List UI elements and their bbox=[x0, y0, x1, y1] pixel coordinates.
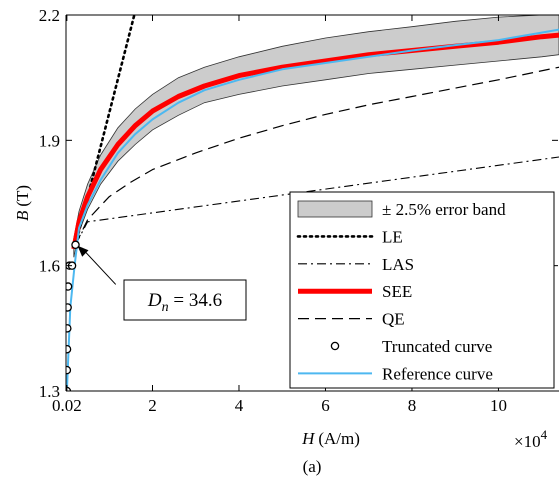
legend-label: SEE bbox=[382, 282, 412, 301]
x-tick-label: 4 bbox=[235, 396, 244, 415]
legend-label: QE bbox=[382, 310, 405, 329]
series-see bbox=[71, 32, 559, 250]
series-las bbox=[75, 156, 559, 246]
truncated-marker bbox=[71, 240, 80, 250]
truncated-marker bbox=[66, 344, 72, 354]
annotation-arrow bbox=[81, 247, 117, 285]
series-reference bbox=[66, 28, 559, 391]
y-axis-label: B(T) bbox=[13, 185, 32, 221]
legend: ± 2.5% error band LE LAS SEE QE Truncated cur… bbox=[289, 191, 555, 389]
x-tick-label: 2 bbox=[148, 396, 157, 415]
y-tick-label: 1.9 bbox=[39, 131, 60, 150]
legend-label: LE bbox=[382, 227, 403, 246]
x-exponent: ×104 bbox=[514, 427, 548, 451]
axes bbox=[65, 14, 559, 392]
legend-label: Truncated curve bbox=[382, 337, 492, 356]
legend-label: ± 2.5% error band bbox=[382, 200, 506, 219]
legend-label: LAS bbox=[382, 255, 414, 274]
series-le bbox=[74, 15, 136, 247]
panel-label: (a) bbox=[303, 457, 322, 476]
annotation-arrowhead bbox=[77, 245, 89, 257]
legend-swatch-band bbox=[297, 200, 373, 218]
y-tick-label: 1.6 bbox=[39, 257, 60, 276]
x-tick-label: 8 bbox=[408, 396, 417, 415]
y-tick-label: 2.2 bbox=[39, 6, 60, 25]
series-qe bbox=[74, 66, 559, 246]
annotation: Dn = 34.6 bbox=[77, 245, 247, 321]
annotation-text: Dn = 34.6 bbox=[147, 290, 222, 315]
x-tick-label: 6 bbox=[321, 396, 330, 415]
legend-label: Reference curve bbox=[382, 364, 493, 383]
x-tick-label: 10 bbox=[490, 396, 507, 415]
truncated-marker bbox=[66, 365, 72, 375]
truncated-marker bbox=[66, 303, 72, 312]
plot-area bbox=[66, 15, 559, 391]
legend-swatch-truncated bbox=[330, 341, 340, 351]
y-tick-label: 1.3 bbox=[39, 382, 60, 401]
ticks: 0.02 2 4 6 8 10 1.3 1.6 1.9 2.2 bbox=[39, 6, 558, 415]
x-tick-label: 0.02 bbox=[52, 396, 82, 415]
x-axis-label: H (A/m) bbox=[301, 429, 360, 448]
annotation-box bbox=[123, 279, 247, 321]
error-band bbox=[73, 15, 559, 258]
truncated-marker bbox=[66, 282, 73, 291]
truncated-marker bbox=[66, 324, 72, 333]
